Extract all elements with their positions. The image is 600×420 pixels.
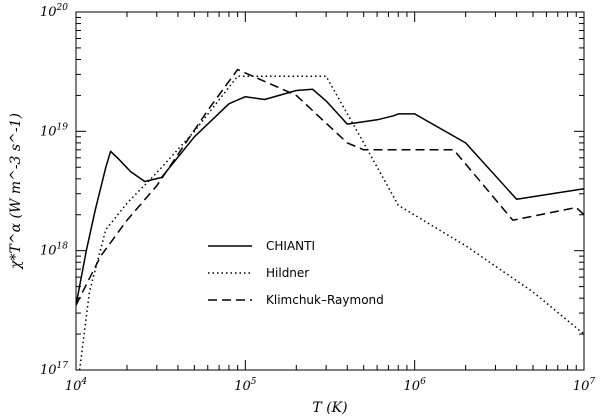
y-tick-label: 1017: [40, 361, 68, 378]
axis-ticks: [75, 12, 584, 371]
axis-tick-labels: 104 105 106 107 1017 1018 1019 1020: [40, 3, 595, 394]
legend: CHIANTI Hildner Klimchuk–Raymond: [208, 239, 384, 307]
legend-label: Klimchuk–Raymond: [266, 293, 384, 307]
series-line-solid: [76, 88, 584, 306]
x-tick-label: 107: [573, 377, 596, 394]
series-line-dashed: [76, 68, 584, 306]
y-tick-label: 1019: [40, 122, 68, 139]
legend-label: CHIANTI: [266, 239, 315, 253]
x-axis-label: T (K): [312, 400, 347, 416]
series-line-dotted: [78, 75, 584, 370]
x-tick-label: 105: [234, 377, 257, 394]
x-tick-label: 106: [404, 377, 427, 394]
y-tick-label: 1018: [40, 242, 68, 259]
legend-label: Hildner: [266, 266, 309, 280]
y-tick-label: 1020: [40, 3, 68, 20]
y-axis-label: χ*T^α (W m^-3 s^-1): [8, 113, 24, 270]
plot-frame: [75, 11, 585, 371]
series-lines: [76, 68, 584, 370]
x-tick-label: 104: [65, 377, 88, 394]
